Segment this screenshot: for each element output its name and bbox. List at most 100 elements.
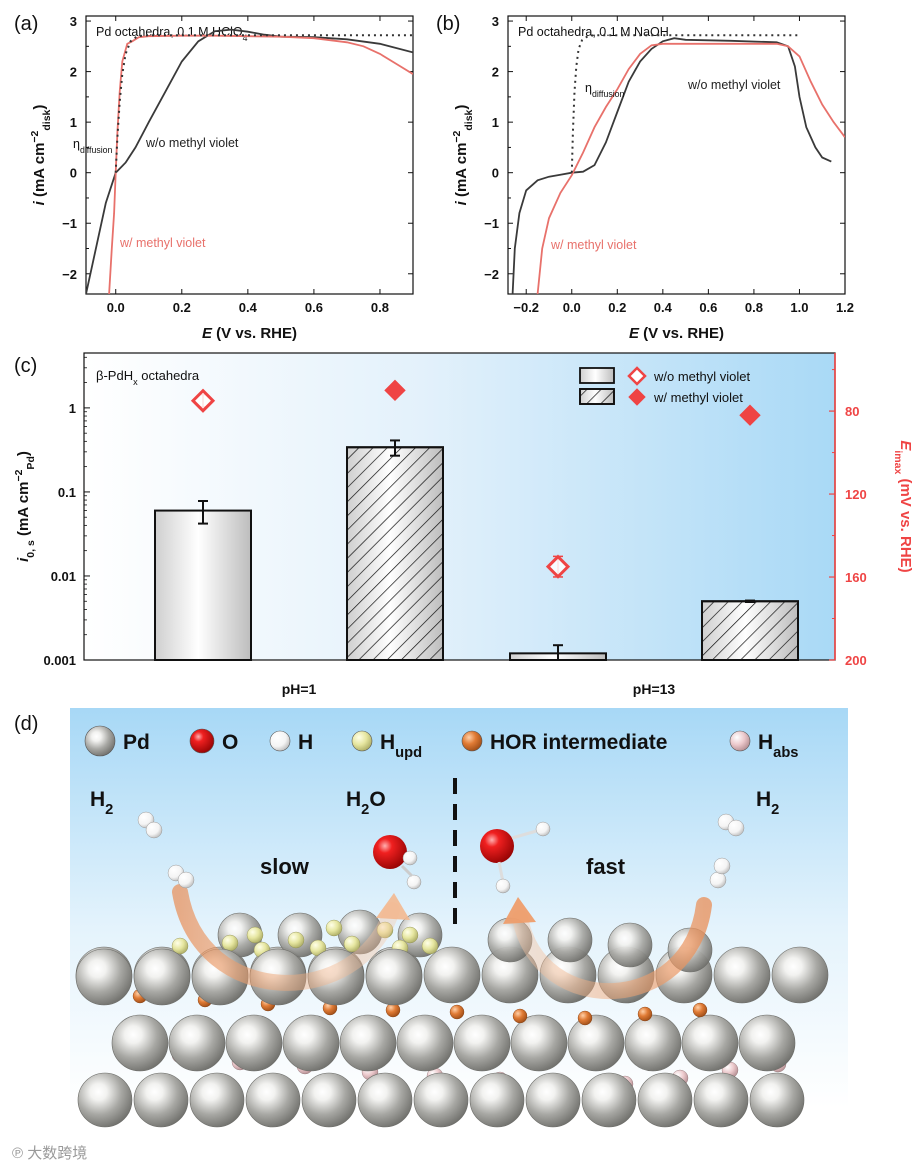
- plot-area: [511, 34, 845, 294]
- hor-atom: [512, 1008, 528, 1024]
- legend-label-h: H: [298, 731, 313, 754]
- panel-c-chart: (c) 0.001 0.01 0.1 1 80 120 160 200 i0, s (mA cm−…: [13, 352, 914, 697]
- y-tick-label: 2: [70, 65, 77, 80]
- chart-title: β-PdHx octahedra: [96, 368, 200, 387]
- pd-atom-front: [133, 948, 191, 1006]
- panel-label: (c): [14, 355, 37, 377]
- x-axis-label: E (V vs. RHE): [629, 325, 724, 342]
- annotation-eta-diffusion-part: diffusion: [80, 145, 113, 155]
- plot-frame: [507, 15, 846, 295]
- pd-atom: [693, 1072, 749, 1128]
- pd-atom: [681, 1014, 739, 1072]
- x-tick-label: 0.6: [699, 300, 717, 315]
- fast-label: fast: [586, 854, 626, 879]
- diamond-marker: [384, 379, 406, 402]
- annotation-w: w/ methyl violet: [119, 236, 206, 250]
- x-tick-label: −0.2: [513, 300, 539, 315]
- water-right-bond: [511, 828, 541, 840]
- y2-axis-label-part: E: [897, 440, 914, 451]
- x-axis-label-part: E: [202, 325, 213, 342]
- panel-b-chart: (b) −0.2 0.0 0.2 0.4 0.6 0.8 1.0 1.2 −2 −1 0 1 2 3 E (V…: [436, 13, 854, 342]
- chart-title-part: β-PdH: [96, 368, 133, 383]
- h2-left-label: H2: [90, 788, 113, 818]
- panel-label: (a): [14, 13, 38, 35]
- x-tick-label: 0.2: [608, 300, 626, 315]
- h2o-label-part: H: [346, 788, 361, 811]
- x-tick-label: 0.0: [107, 300, 125, 315]
- water-left-h: [402, 850, 418, 866]
- y-axis-label-part: i: [31, 200, 48, 205]
- y2-tick-label: 160: [845, 570, 867, 585]
- x-category-label: pH=1: [282, 681, 317, 697]
- pd-atom: [111, 1014, 169, 1072]
- y-tick-label: 1: [492, 115, 499, 130]
- x-tick-label: 0.0: [563, 300, 581, 315]
- legend-label-h-part: H: [298, 731, 313, 754]
- h2-right-label-part: 2: [771, 802, 779, 818]
- y-axis-label-part: Pd: [25, 456, 37, 469]
- y-axis-label-part: −2: [29, 130, 41, 142]
- x-tick-label: 1.0: [790, 300, 808, 315]
- pd-atom: [133, 1072, 189, 1128]
- y-tick-label: 2: [492, 65, 499, 80]
- h2-right-label-part: H: [756, 788, 771, 811]
- h2-right-bottom-h: [709, 871, 727, 889]
- h2-right-label: H2: [756, 788, 779, 818]
- x-axis-label: E (V vs. RHE): [202, 325, 297, 342]
- pd-atom-back: [607, 922, 653, 968]
- series-line-w-methyl-violet: [108, 34, 413, 294]
- x-tick-label: 0.8: [371, 300, 389, 315]
- annotation-eta-diffusion: ηdiffusion: [585, 81, 625, 99]
- pd-atom: [738, 1014, 796, 1072]
- y2-tick-label: 200: [845, 653, 867, 668]
- pd-atom: [168, 1014, 226, 1072]
- pd-atom-front: [365, 948, 423, 1006]
- y-axis-label-part: (mA cm: [15, 482, 32, 541]
- hor-atom: [692, 1002, 708, 1018]
- hor-atom: [449, 1004, 465, 1020]
- h2-left-bottom-h: [177, 871, 195, 889]
- x-tick-label: 0.4: [239, 300, 258, 315]
- chart-title-part: 4: [243, 33, 248, 43]
- fast-arrowhead: [503, 897, 536, 924]
- diamond-marker: [190, 388, 216, 413]
- x-axis-label-part: (V vs. RHE): [212, 325, 297, 342]
- legend-atom-habs: [729, 730, 751, 752]
- y-tick-label: 3: [70, 14, 77, 29]
- legend-bar-swatch: [579, 367, 615, 384]
- pd-atom-back: [547, 917, 593, 963]
- diamond-marker: [739, 404, 761, 426]
- legend-label-habs-part: abs: [773, 745, 798, 761]
- y-axis-label: i0, s (mA cm−2Pd): [13, 451, 37, 562]
- pd-atom: [713, 946, 771, 1004]
- annotation-eta-diffusion: ηdiffusion: [73, 137, 113, 155]
- chart-title-part: Pd octahedra, 0.1 M NaOH: [518, 25, 669, 39]
- series-line-diffusion-limit: [114, 34, 413, 173]
- h2o-label-part: 2: [361, 802, 369, 818]
- x-tick-label: 0.6: [305, 300, 323, 315]
- hupd-atom: [221, 934, 239, 952]
- y-axis-label-part: disk: [41, 109, 53, 130]
- hor-atom: [577, 1010, 593, 1026]
- bar: [154, 509, 252, 662]
- y-axis-label-part: ): [453, 105, 470, 110]
- y-axis-label-part: (mA cm: [453, 143, 470, 202]
- pd-atom: [637, 1072, 693, 1128]
- legend-diamond: [628, 388, 646, 406]
- legend-diamond: [627, 366, 647, 386]
- y-tick-label: 1: [70, 115, 77, 130]
- y-axis-label-part: −2: [13, 469, 25, 481]
- water-right-bond: [497, 861, 505, 883]
- water-left-bond: [400, 864, 414, 878]
- pd-atom: [624, 1014, 682, 1072]
- water-left-o: [373, 835, 407, 869]
- y-axis-label-part: disk: [463, 109, 475, 130]
- annotation-eta-diffusion-part: η: [73, 137, 80, 151]
- annotation-eta-diffusion-part: η: [585, 81, 592, 95]
- legend-label-o-part: O: [222, 731, 238, 754]
- x-tick-label: 1.2: [836, 300, 854, 315]
- legend-atom-h: [269, 730, 291, 752]
- x-tick-label: 0.2: [173, 300, 191, 315]
- water-right-h: [495, 878, 511, 894]
